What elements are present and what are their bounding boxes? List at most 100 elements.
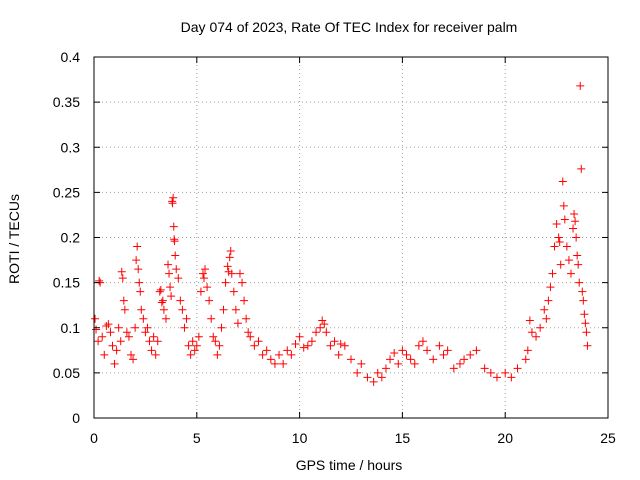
data-point <box>238 278 247 287</box>
data-point <box>95 276 104 285</box>
y-tick-label: 0.2 <box>61 230 81 246</box>
data-point <box>199 274 208 283</box>
data-point <box>242 314 251 323</box>
data-point <box>554 233 563 242</box>
data-point <box>169 222 178 231</box>
data-point <box>572 233 581 242</box>
data-point <box>225 253 234 262</box>
data-point <box>122 328 131 337</box>
data-point <box>156 285 165 294</box>
data-point <box>575 278 584 287</box>
data-point <box>159 305 168 314</box>
data-point <box>556 260 565 269</box>
x-axis-label: GPS time / hours <box>296 457 403 473</box>
data-point <box>116 337 125 346</box>
data-point <box>213 350 222 359</box>
data-point <box>527 328 536 337</box>
data-point <box>203 283 212 292</box>
data-point <box>377 373 386 382</box>
data-point <box>194 332 203 341</box>
data-point <box>501 368 510 377</box>
y-tick-label: 0.35 <box>53 94 80 110</box>
data-point <box>336 339 345 348</box>
data-point <box>560 215 569 224</box>
data-point <box>250 341 259 350</box>
data-point <box>402 350 411 359</box>
data-point <box>246 332 255 341</box>
data-point <box>369 377 378 386</box>
data-point <box>182 314 191 323</box>
data-point <box>550 242 559 251</box>
data-point <box>287 350 296 359</box>
data-point <box>303 341 312 350</box>
data-point <box>91 314 100 323</box>
data-point <box>410 359 419 368</box>
data-point <box>414 341 423 350</box>
y-axis-label: ROTI / TECUs <box>6 194 22 284</box>
data-point <box>275 350 284 359</box>
data-point <box>143 323 152 332</box>
data-point <box>217 323 226 332</box>
data-point <box>316 323 325 332</box>
data-point <box>443 346 452 355</box>
data-point <box>166 283 175 292</box>
data-point <box>114 323 123 332</box>
data-point <box>254 337 263 346</box>
data-point <box>258 350 267 359</box>
grid-layer <box>94 57 608 418</box>
data-point <box>326 341 335 350</box>
data-point <box>135 278 144 287</box>
data-point <box>571 217 580 226</box>
x-tick-label: 0 <box>90 430 98 446</box>
data-point <box>226 247 235 256</box>
data-point <box>136 287 145 296</box>
data-point <box>147 346 156 355</box>
data-point <box>118 274 127 283</box>
x-tick-label: 20 <box>497 430 513 446</box>
data-point <box>227 269 236 278</box>
data-point <box>223 262 232 271</box>
data-point <box>155 287 164 296</box>
data-point <box>569 224 578 233</box>
x-tick-label: 5 <box>193 430 201 446</box>
data-point <box>435 341 444 350</box>
data-point <box>492 373 501 382</box>
data-point <box>157 298 166 307</box>
data-point <box>532 332 541 341</box>
data-point <box>174 274 183 283</box>
data-point <box>583 341 592 350</box>
data-point <box>307 337 316 346</box>
data-point <box>559 201 568 210</box>
data-point <box>449 364 458 373</box>
data-point <box>117 267 126 276</box>
data-point <box>562 242 571 251</box>
data-point <box>108 341 117 350</box>
data-point <box>347 355 355 364</box>
data-point <box>418 337 427 346</box>
data-point <box>353 368 362 377</box>
data-point <box>291 339 300 348</box>
data-point <box>229 287 238 296</box>
data-point <box>186 350 195 359</box>
data-point <box>423 346 432 355</box>
data-point <box>486 368 495 377</box>
data-point <box>373 368 382 377</box>
data-point <box>357 359 366 368</box>
data-point <box>558 177 567 186</box>
data-point <box>523 346 532 355</box>
data-point <box>124 332 133 341</box>
data-point <box>394 359 403 368</box>
data-point <box>137 305 146 314</box>
data-point <box>566 269 575 278</box>
data-point <box>578 287 587 296</box>
data-point <box>184 341 193 350</box>
data-point <box>507 373 516 382</box>
data-point <box>579 296 588 305</box>
data-point <box>110 359 119 368</box>
data-point <box>119 296 128 305</box>
data-point <box>266 355 275 364</box>
data-point <box>262 346 271 355</box>
data-point <box>100 350 109 359</box>
y-tick-label: 0 <box>72 410 80 426</box>
